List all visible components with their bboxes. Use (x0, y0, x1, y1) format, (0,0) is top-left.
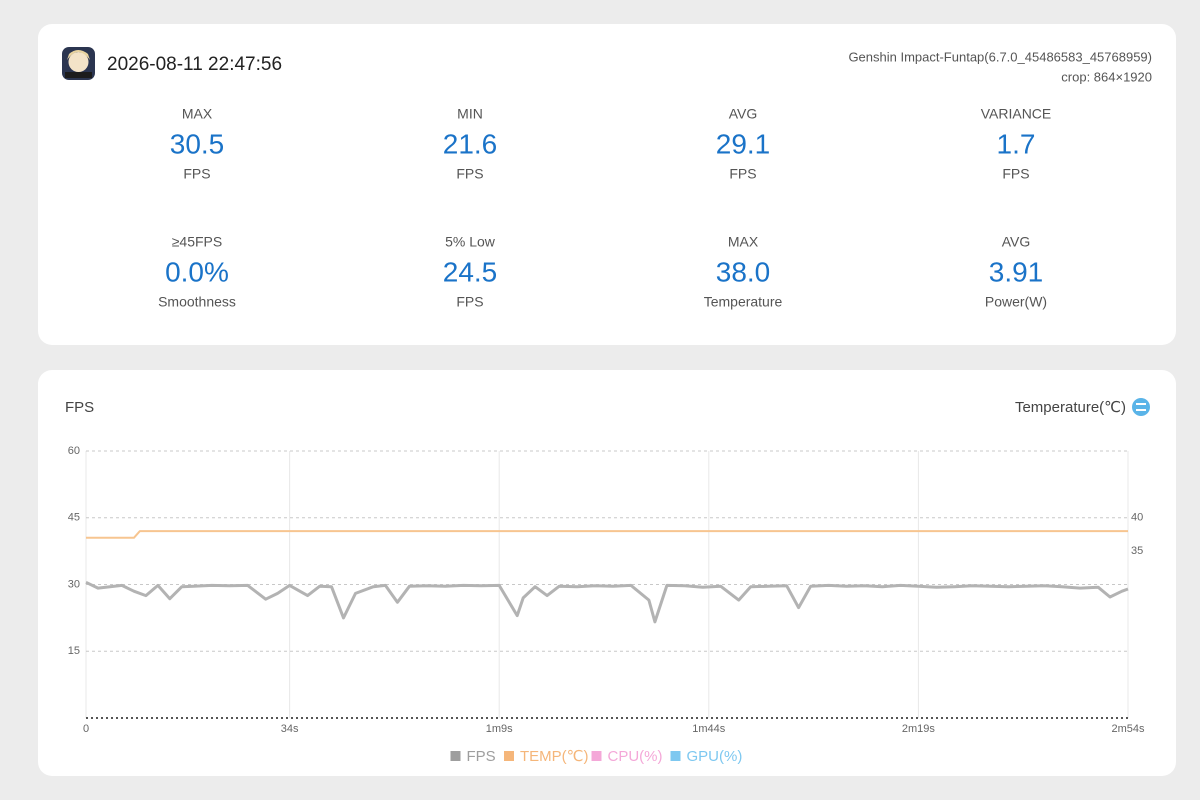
legend-swatch (504, 751, 514, 761)
legend-label: FPS (467, 748, 496, 765)
stat-unit: FPS (729, 166, 756, 182)
stat-unit: FPS (456, 294, 483, 310)
stat-value: 21.6 (443, 128, 498, 159)
stat-unit: FPS (183, 166, 210, 182)
stat-unit: FPS (456, 166, 483, 182)
y2-axis-label: Temperature(℃) (1015, 399, 1126, 416)
stat-value: 24.5 (443, 256, 498, 287)
series-line (85, 580, 1129, 624)
stat-label: MAX (182, 106, 213, 122)
stat-label: MAX (728, 234, 759, 250)
crop-info: crop: 864×1920 (1061, 69, 1152, 84)
legend-swatch (450, 751, 461, 761)
y2-tick-label: 35 (1131, 545, 1143, 557)
chart-card (38, 370, 1176, 776)
x-tick-label: 0 (83, 723, 89, 735)
stat-value: 0.0% (165, 256, 229, 287)
x-tick-label: 1m9s (486, 723, 513, 735)
y2-tick-label: 40 (1131, 512, 1143, 524)
stat-label: ≥45FPS (172, 234, 222, 250)
stat-value: 3.91 (989, 256, 1044, 287)
swap-icon[interactable] (1132, 398, 1150, 416)
app-icon (62, 47, 95, 80)
legend-label: TEMP(℃) (520, 748, 589, 765)
y-tick-label: 15 (68, 645, 80, 657)
x-tick-label: 2m19s (902, 723, 936, 735)
legend-label: GPU(%) (687, 748, 743, 765)
y-axis-label: FPS (65, 399, 94, 416)
x-tick-label: 2m54s (1111, 723, 1145, 735)
stat-label: AVG (1002, 234, 1031, 250)
legend-swatch (591, 751, 602, 761)
timestamp: 2026-08-11 22:47:56 (107, 54, 282, 75)
legend-label: CPU(%) (608, 748, 663, 765)
stat-value: 38.0 (716, 256, 771, 287)
app-name: Genshin Impact-Funtap(6.7.0_45486583_457… (848, 49, 1152, 64)
y-tick-label: 45 (68, 512, 80, 524)
x-tick-label: 1m44s (692, 723, 726, 735)
stat-unit: Power(W) (985, 294, 1047, 310)
stat-label: 5% Low (445, 234, 496, 250)
y-tick-label: 30 (68, 578, 80, 590)
stat-value: 1.7 (997, 128, 1036, 159)
stat-label: AVG (729, 106, 758, 122)
legend-swatch (670, 751, 681, 761)
stat-value: 29.1 (716, 128, 771, 159)
stat-value: 30.5 (170, 128, 225, 159)
stat-label: VARIANCE (981, 106, 1052, 122)
stat-unit: Smoothness (158, 294, 236, 310)
stat-label: MIN (457, 106, 483, 122)
series-line (86, 530, 1128, 539)
summary-card (38, 24, 1176, 345)
stat-unit: Temperature (704, 294, 783, 310)
stat-unit: FPS (1002, 166, 1029, 182)
x-tick-label: 34s (281, 723, 299, 735)
y-tick-label: 60 (68, 445, 80, 457)
